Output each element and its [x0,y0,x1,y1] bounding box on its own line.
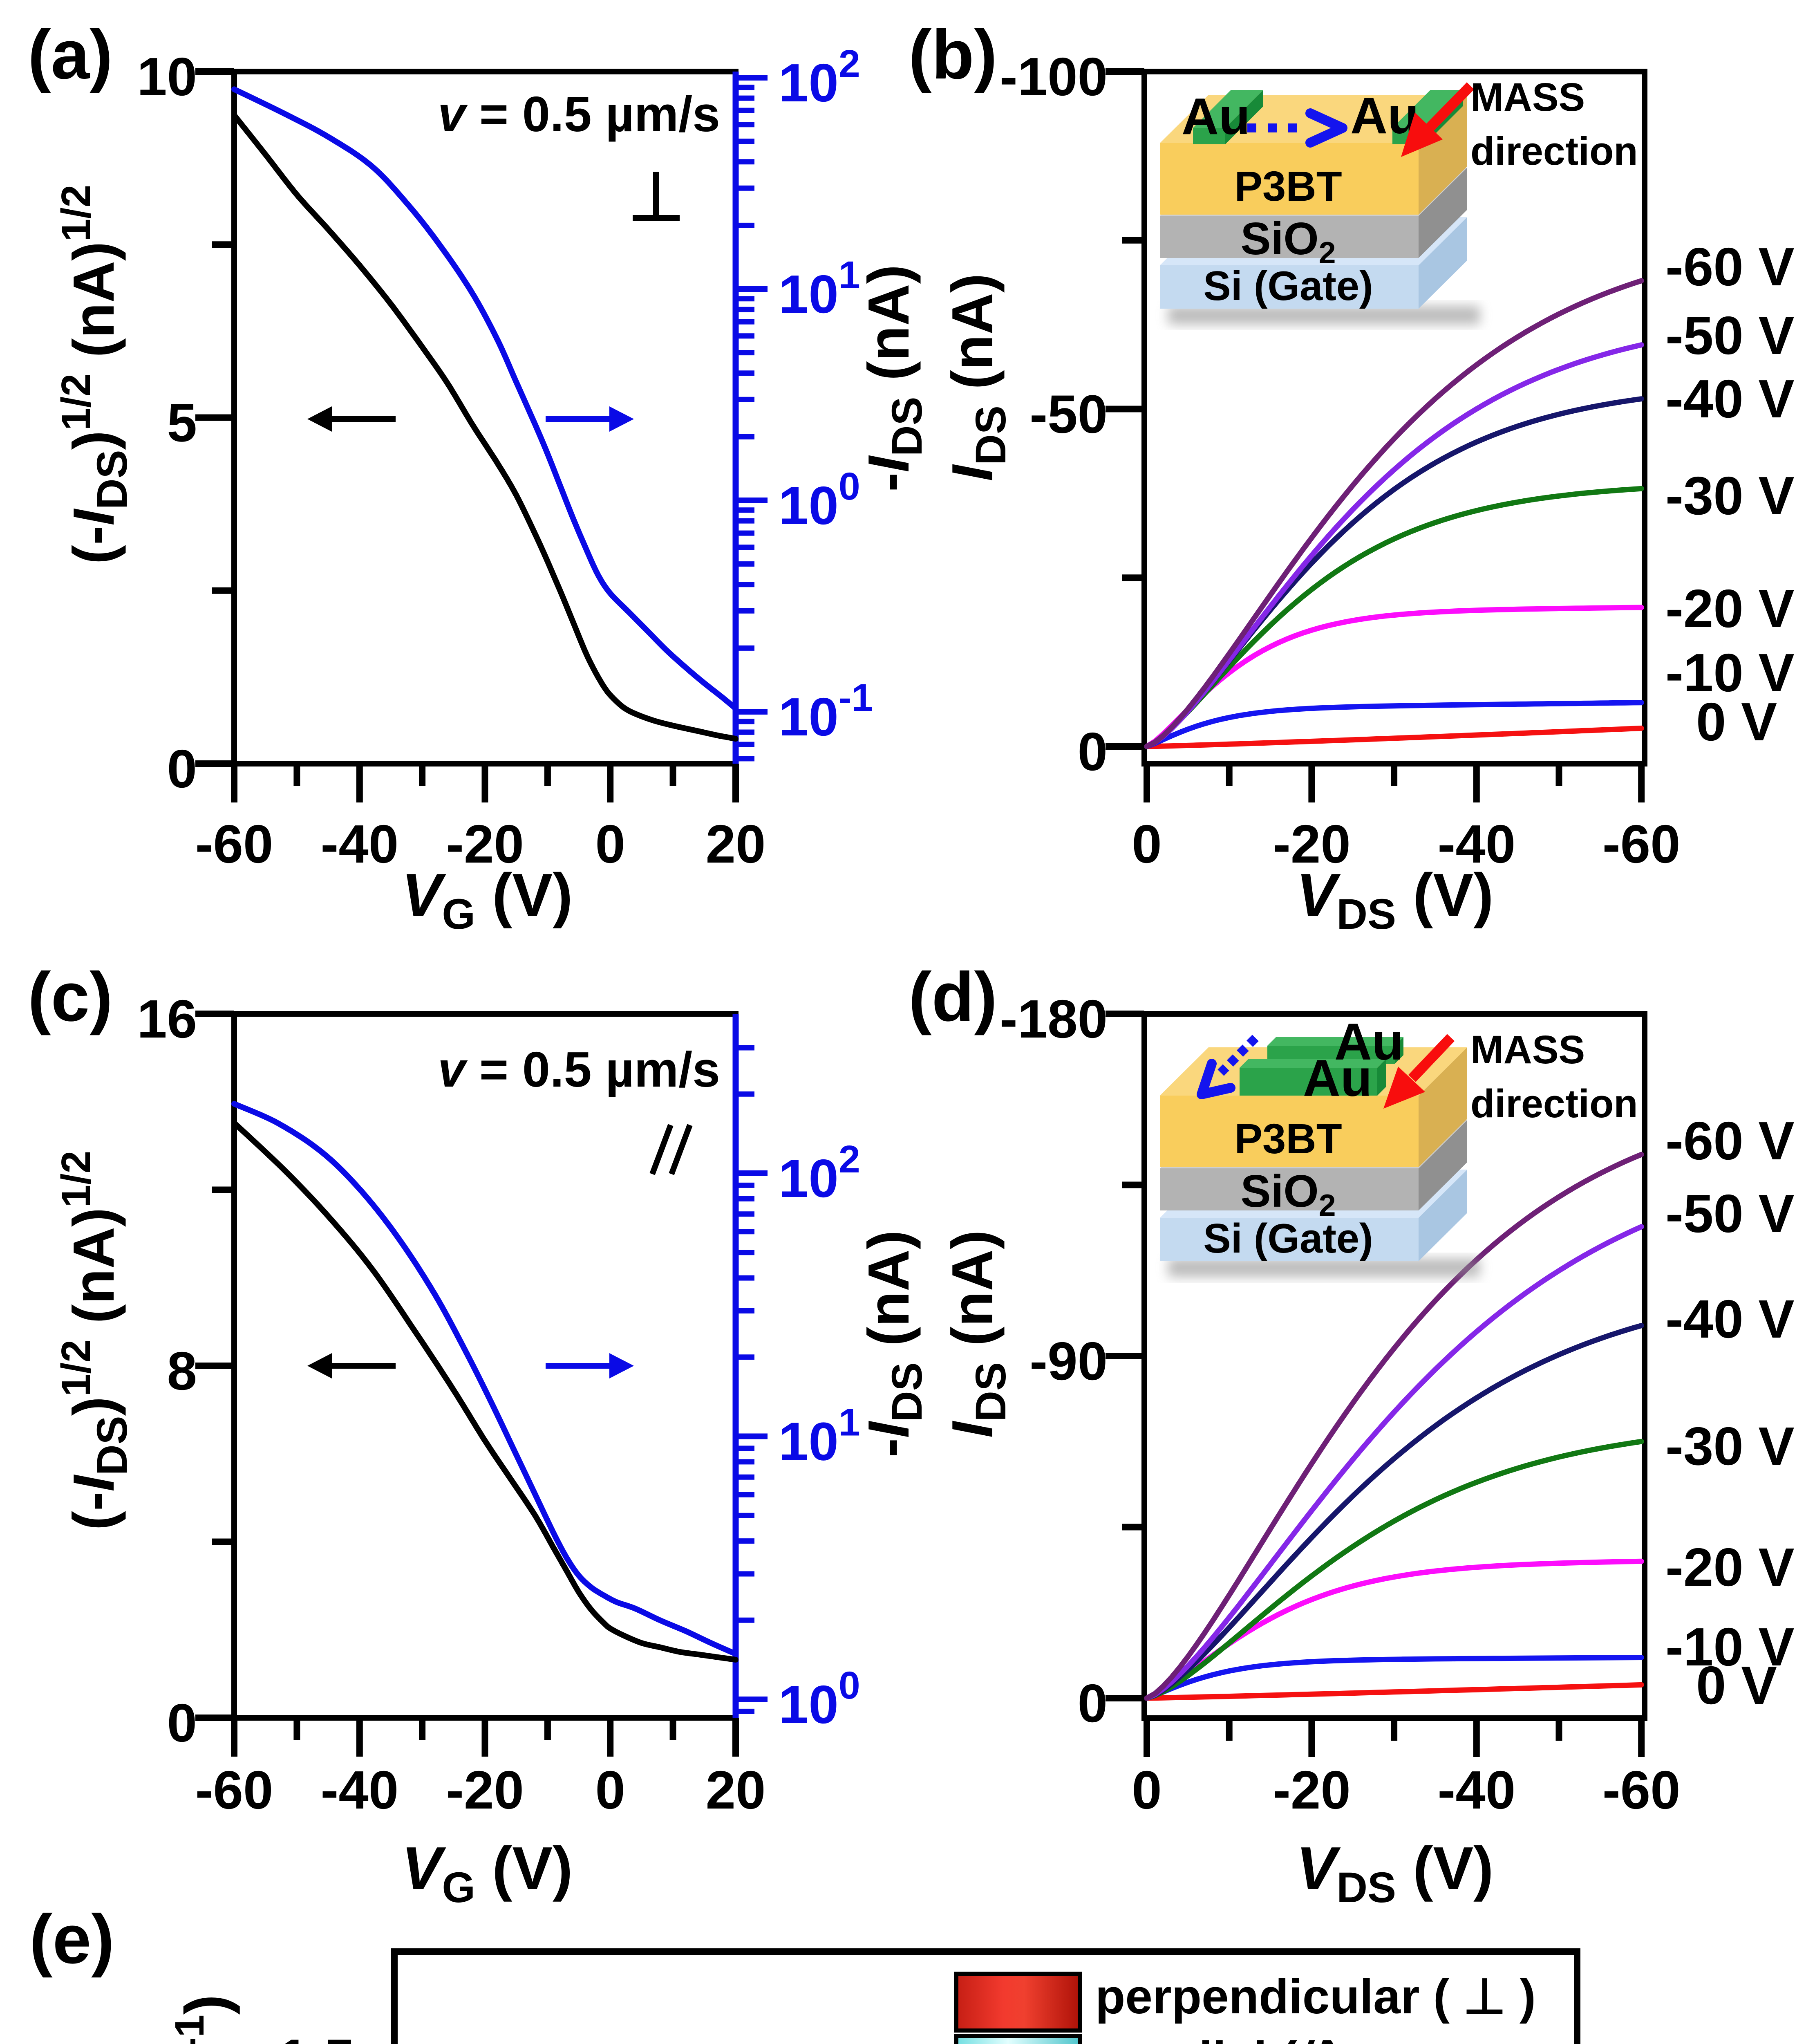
svg-text:1.5: 1.5 [278,2028,355,2044]
svg-text:-40: -40 [1437,814,1515,874]
svg-text:-40: -40 [320,814,398,874]
svg-text:IDS (nA): IDS (nA) [940,273,1015,482]
svg-text:P3BT: P3BT [1234,163,1342,210]
svg-text:10: 10 [137,47,197,107]
svg-text:-30 V: -30 V [1665,466,1795,526]
svg-text:-60: -60 [195,1760,273,1820]
svg-text:-30 V: -30 V [1665,1416,1795,1476]
svg-text:20: 20 [706,814,766,874]
svg-text:-40: -40 [1437,1760,1515,1820]
svg-text:-40: -40 [320,1760,398,1820]
svg-text:-20: -20 [446,1760,524,1820]
svg-text:v = 0.5 µm/s: v = 0.5 µm/s [438,1042,720,1097]
svg-text:0 V: 0 V [1696,692,1777,752]
svg-text:-20: -20 [446,814,524,874]
svg-text:(e): (e) [29,1901,114,1978]
svg-text:0: 0 [167,1693,197,1753]
svg-text:(d): (d) [909,958,997,1036]
svg-text:Au: Au [1303,1049,1372,1107]
svg-text:10-1: 10-1 [779,676,873,747]
svg-text:VDS (V): VDS (V) [1296,1835,1494,1912]
svg-text:-50 V: -50 V [1665,1183,1795,1244]
svg-text:-100: -100 [1000,47,1108,107]
svg-text:-60 V: -60 V [1665,1111,1795,1171]
svg-text:IDS (nA): IDS (nA) [940,1230,1015,1438]
svg-text:-60: -60 [195,814,273,874]
svg-text:Si (Gate): Si (Gate) [1203,263,1373,309]
svg-text:(a): (a) [28,16,113,94]
svg-text:0: 0 [1132,814,1162,874]
svg-text:0: 0 [1078,722,1108,782]
svg-text:-20 V: -20 V [1665,1537,1795,1597]
svg-text:-180: -180 [1000,989,1108,1049]
svg-text:-10 V: -10 V [1665,643,1795,703]
svg-text:Au: Au [1334,1013,1403,1071]
svg-text:MASS: MASS [1470,1027,1585,1072]
svg-text:-40 V: -40 V [1665,1289,1795,1349]
svg-text:Au: Au [1182,87,1250,145]
svg-text:0: 0 [595,814,625,874]
svg-text:v = 0.5 µm/s: v = 0.5 µm/s [438,86,720,142]
svg-text:101: 101 [779,1401,860,1472]
svg-text:-60: -60 [1602,1760,1681,1820]
svg-text:-50: -50 [1029,384,1108,444]
svg-text:-20: -20 [1273,814,1351,874]
svg-text:-60 V: -60 V [1665,237,1795,297]
svg-text:(b): (b) [909,16,997,94]
svg-text:100: 100 [779,1664,860,1735]
svg-text:VG (V): VG (V) [402,1835,573,1912]
svg-text:-10 V: -10 V [1665,1617,1795,1677]
svg-text:5: 5 [167,393,197,453]
svg-text:20: 20 [706,1760,766,1820]
svg-text:-20: -20 [1273,1760,1351,1820]
svg-text:-50 V: -50 V [1665,305,1795,365]
svg-text:-60: -60 [1602,814,1681,874]
svg-text:direction: direction [1470,129,1638,173]
svg-text:0: 0 [595,1760,625,1820]
svg-text:0: 0 [1132,1760,1162,1820]
svg-text:-40 V: -40 V [1665,369,1795,429]
svg-text:perpendicular ( ⊥ ): perpendicular ( ⊥ ) [1095,1969,1536,2024]
svg-text:(c): (c) [28,958,113,1036]
svg-text:parallel (//): parallel (//) [1095,2032,1341,2044]
svg-text:VG (V): VG (V) [402,861,573,938]
svg-text:0: 0 [1078,1673,1108,1733]
svg-text:P3BT: P3BT [1234,1115,1342,1162]
svg-text:-IDS (nA): -IDS (nA) [856,1230,931,1457]
svg-text:-90: -90 [1029,1331,1108,1391]
svg-text:direction: direction [1470,1081,1638,1126]
svg-text:Si (Gate): Si (Gate) [1203,1216,1373,1262]
svg-text:-20 V: -20 V [1665,578,1795,639]
svg-text:VDS (V): VDS (V) [1296,861,1494,938]
svg-text:-IDS (nA): -IDS (nA) [856,264,931,492]
svg-text:8: 8 [167,1341,197,1401]
svg-text:Au: Au [1350,87,1419,144]
svg-text:16: 16 [137,989,197,1049]
svg-text:MASS: MASS [1470,75,1585,119]
svg-text:0 V: 0 V [1696,1655,1777,1715]
svg-text:0: 0 [167,739,197,799]
